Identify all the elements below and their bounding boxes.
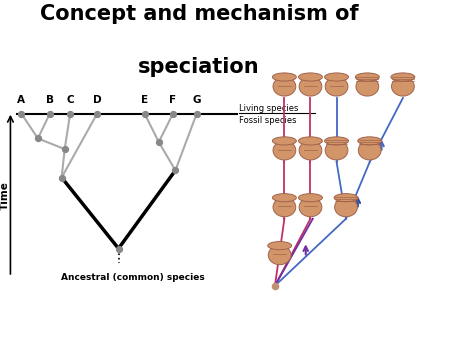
Ellipse shape [268, 246, 291, 265]
Point [18, 111, 25, 116]
Ellipse shape [273, 73, 296, 81]
Ellipse shape [325, 77, 348, 96]
Point [66, 111, 74, 116]
Text: G: G [192, 95, 201, 105]
Text: D: D [93, 95, 101, 105]
Ellipse shape [299, 193, 322, 202]
Point [271, 283, 279, 289]
Ellipse shape [356, 73, 379, 81]
Ellipse shape [273, 198, 296, 217]
Text: E: E [141, 95, 148, 105]
Text: Fossil species: Fossil species [239, 116, 297, 125]
Ellipse shape [356, 77, 379, 96]
Text: A: A [18, 95, 25, 105]
Ellipse shape [268, 241, 292, 250]
Text: F: F [169, 95, 177, 105]
Point [61, 146, 69, 152]
Ellipse shape [325, 141, 348, 160]
Point [141, 111, 148, 116]
Text: speciation: speciation [138, 57, 260, 77]
Text: Time: Time [0, 181, 10, 210]
Ellipse shape [335, 198, 357, 217]
Ellipse shape [299, 73, 322, 81]
Text: C: C [66, 95, 74, 105]
Ellipse shape [273, 141, 296, 160]
Ellipse shape [391, 73, 415, 81]
Point [58, 175, 65, 180]
Point [115, 246, 122, 251]
Ellipse shape [325, 137, 348, 145]
Ellipse shape [273, 137, 296, 145]
Ellipse shape [392, 77, 414, 96]
Ellipse shape [334, 193, 358, 202]
Ellipse shape [299, 198, 322, 217]
Text: Living species: Living species [239, 104, 299, 113]
Point [34, 136, 42, 141]
Ellipse shape [358, 141, 381, 160]
Point [155, 139, 163, 145]
Point [46, 111, 54, 116]
Ellipse shape [299, 137, 322, 145]
Ellipse shape [273, 193, 296, 202]
Point [169, 111, 177, 116]
Point [193, 111, 201, 116]
Text: Ancestral (common) species: Ancestral (common) species [61, 273, 205, 282]
Point [93, 111, 101, 116]
Text: B: B [46, 95, 54, 105]
Ellipse shape [273, 77, 296, 96]
Ellipse shape [358, 137, 382, 145]
Text: Concept and mechanism of: Concept and mechanism of [40, 4, 358, 23]
Ellipse shape [325, 73, 348, 81]
Point [172, 168, 179, 173]
Ellipse shape [299, 77, 322, 96]
Ellipse shape [299, 141, 322, 160]
